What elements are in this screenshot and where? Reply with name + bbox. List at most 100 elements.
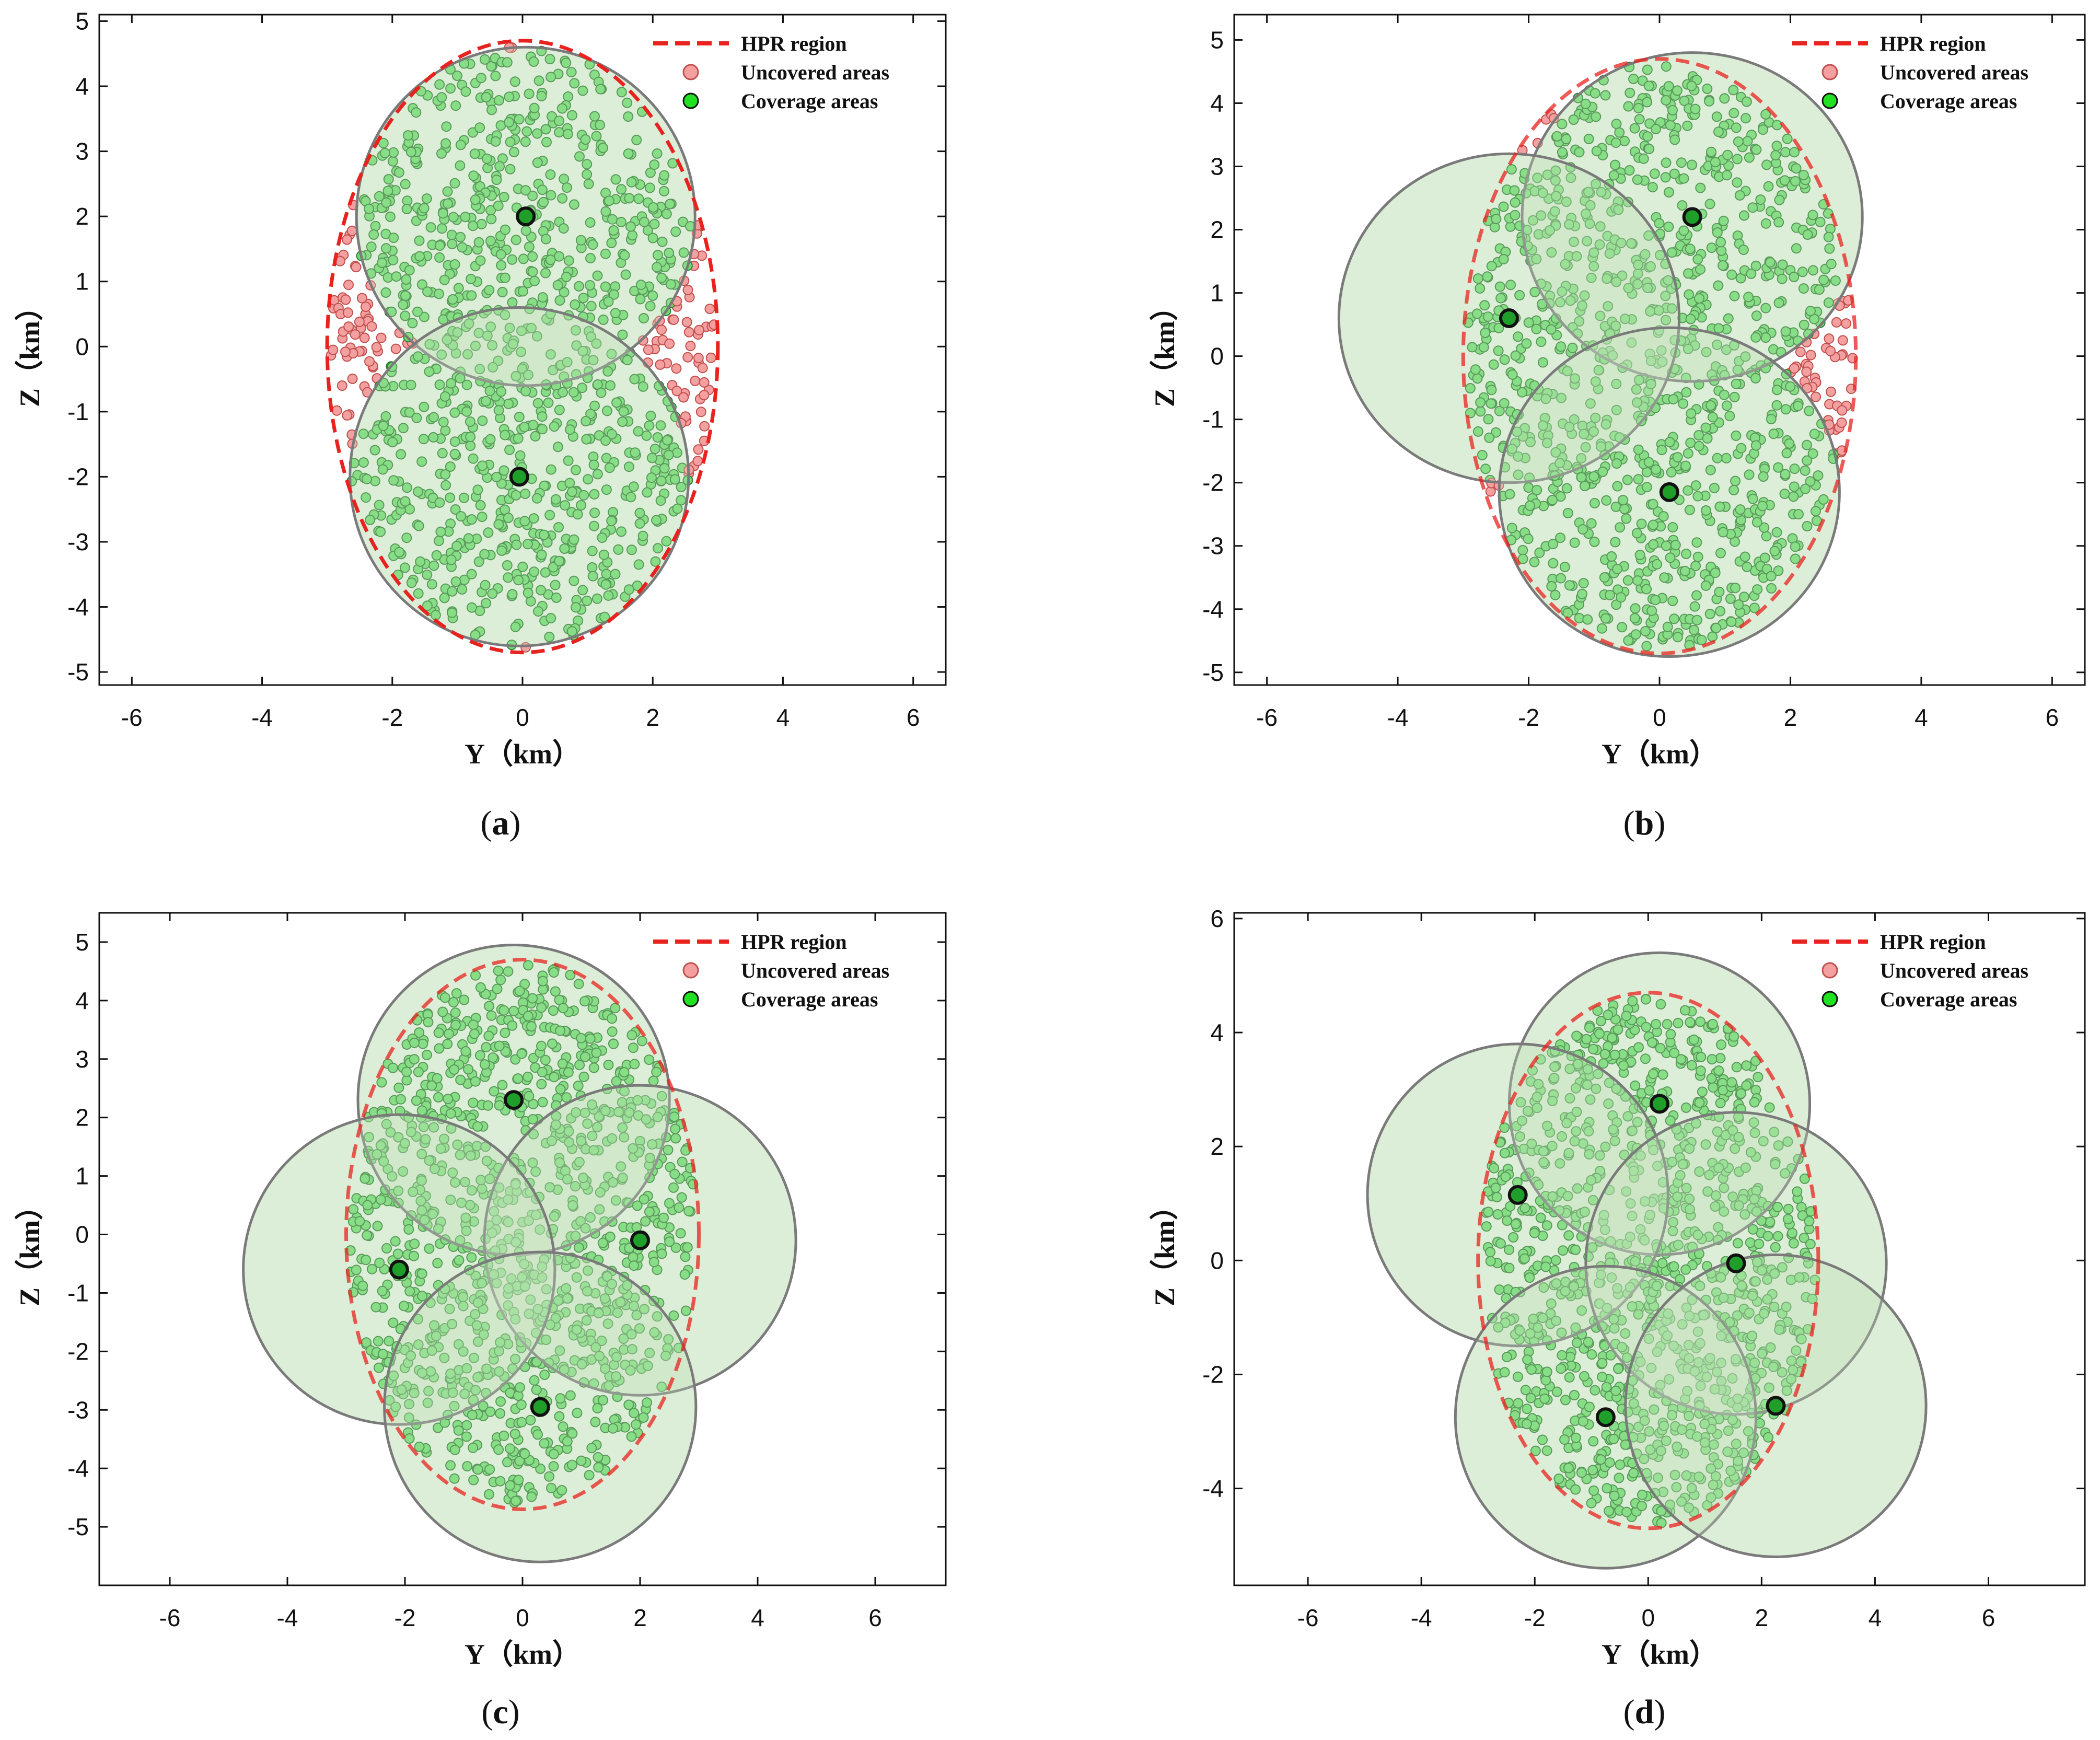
covered-point bbox=[652, 432, 663, 443]
x-axis-label: Y（km） bbox=[465, 738, 581, 770]
covered-point bbox=[551, 592, 562, 603]
covered-point bbox=[488, 362, 498, 373]
covered-point bbox=[610, 308, 621, 319]
covered-point bbox=[415, 556, 426, 567]
covered-point bbox=[589, 111, 600, 122]
covered-point bbox=[485, 236, 496, 247]
y-tick-label: -5 bbox=[1202, 659, 1224, 686]
y-tick-label: -2 bbox=[67, 463, 89, 490]
covered-point bbox=[598, 549, 609, 560]
covered-point bbox=[1793, 509, 1804, 520]
covered-point bbox=[440, 138, 451, 149]
covered-point bbox=[578, 293, 589, 304]
covered-point bbox=[469, 148, 480, 159]
uncovered-point bbox=[1825, 386, 1836, 397]
covered-point bbox=[568, 199, 579, 210]
covered-point bbox=[546, 190, 556, 201]
covered-point bbox=[569, 78, 580, 89]
covered-point bbox=[505, 136, 516, 147]
uncovered-point bbox=[361, 301, 371, 312]
uav-position-marker bbox=[389, 1259, 409, 1280]
covered-point bbox=[493, 405, 504, 416]
covered-point bbox=[602, 366, 613, 377]
covered-point bbox=[577, 346, 588, 356]
covered-point bbox=[533, 606, 543, 617]
covered-point bbox=[483, 527, 494, 538]
y-tick-label: 0 bbox=[75, 333, 89, 360]
covered-point bbox=[424, 339, 435, 350]
covered-point bbox=[1780, 469, 1791, 480]
covered-point bbox=[456, 511, 467, 521]
covered-point bbox=[466, 602, 477, 613]
covered-point bbox=[566, 110, 577, 121]
y-tick-label: -2 bbox=[1202, 469, 1224, 496]
covered-point bbox=[646, 472, 657, 483]
covered-point bbox=[553, 522, 564, 533]
uncovered-point bbox=[671, 363, 682, 374]
covered-point bbox=[497, 287, 508, 297]
y-tick-label: 4 bbox=[75, 987, 89, 1014]
legend-label: Coverage areas bbox=[1880, 988, 2017, 1011]
covered-point bbox=[451, 71, 462, 81]
covered-point bbox=[665, 279, 676, 290]
x-tick-label: -2 bbox=[381, 704, 403, 731]
uncovered-point bbox=[342, 307, 353, 318]
covered-point bbox=[486, 105, 497, 115]
covered-point bbox=[511, 235, 521, 246]
covered-point bbox=[644, 182, 655, 193]
covered-point bbox=[416, 279, 427, 290]
covered-point bbox=[629, 374, 640, 385]
y-tick-label: 6 bbox=[1210, 905, 1224, 932]
covered-point bbox=[381, 243, 391, 254]
uncovered-point bbox=[1801, 366, 1812, 377]
covered-point bbox=[493, 519, 504, 530]
covered-point bbox=[504, 444, 515, 455]
uncovered-point bbox=[671, 386, 682, 397]
covered-point bbox=[377, 464, 388, 475]
covered-point bbox=[557, 193, 568, 204]
x-axis-label: Y（km） bbox=[1602, 738, 1718, 770]
covered-point bbox=[1601, 495, 1612, 506]
covered-point bbox=[616, 526, 626, 537]
hpr-region-boundary bbox=[325, 39, 720, 655]
covered-point bbox=[598, 314, 609, 325]
covered-point bbox=[581, 416, 591, 426]
covered-point bbox=[585, 253, 596, 264]
y-tick-label: 5 bbox=[75, 929, 89, 956]
covered-point bbox=[1664, 187, 1674, 198]
covered-point bbox=[475, 255, 486, 266]
covered-point bbox=[600, 281, 611, 292]
covered-point bbox=[514, 412, 525, 422]
y-tick-label: 1 bbox=[1210, 280, 1224, 307]
y-tick-label: 3 bbox=[1210, 153, 1224, 180]
covered-point bbox=[529, 566, 540, 577]
panel-caption: (a) bbox=[481, 804, 521, 842]
covered-point bbox=[531, 331, 542, 342]
covered-point bbox=[443, 198, 453, 209]
uncovered-point bbox=[693, 444, 704, 455]
covered-point bbox=[368, 229, 379, 240]
y-tick-label: -3 bbox=[67, 528, 89, 555]
covered-point bbox=[445, 492, 456, 503]
covered-point bbox=[585, 409, 596, 420]
covered-point bbox=[622, 355, 633, 366]
x-tick-label: -2 bbox=[1518, 704, 1539, 731]
covered-point bbox=[1728, 85, 1739, 96]
y-tick-label: -4 bbox=[67, 594, 89, 621]
uncovered-point bbox=[637, 335, 648, 346]
x-tick-label: 6 bbox=[1982, 1604, 1995, 1631]
covered-point bbox=[641, 430, 652, 441]
covered-point bbox=[482, 330, 493, 341]
covered-point bbox=[585, 280, 595, 291]
covered-point bbox=[491, 175, 502, 185]
y-tick-label: 2 bbox=[1210, 216, 1224, 243]
covered-point bbox=[470, 340, 481, 351]
y-tick-label: -1 bbox=[67, 1279, 89, 1306]
covered-point bbox=[419, 203, 430, 214]
covered-point bbox=[507, 254, 518, 265]
x-tick-label: 2 bbox=[1784, 704, 1797, 731]
covered-point bbox=[467, 127, 478, 138]
covered-point bbox=[561, 271, 572, 282]
covered-point bbox=[1804, 405, 1815, 416]
covered-point bbox=[413, 588, 424, 599]
